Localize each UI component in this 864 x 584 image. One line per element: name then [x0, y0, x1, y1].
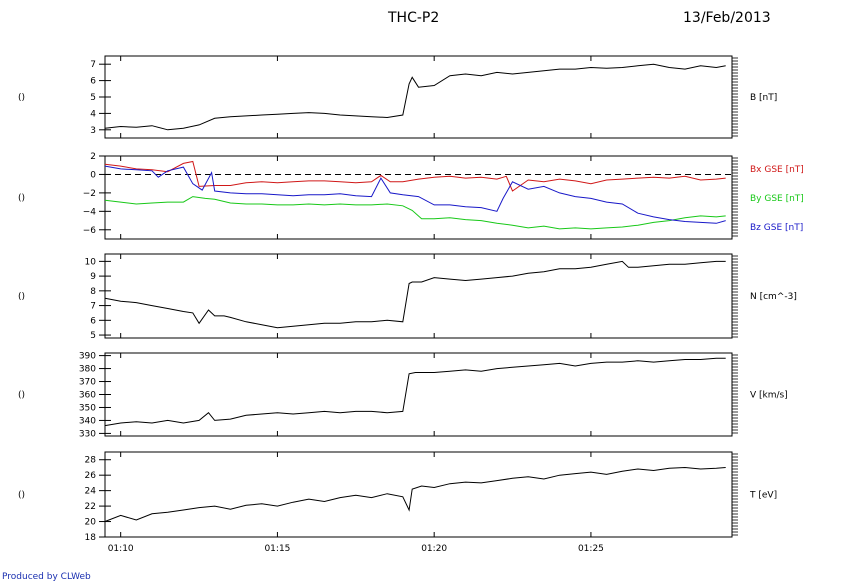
y-tick-label-1: 5: [90, 93, 96, 103]
legend-bz: Bz GSE [nT]: [750, 223, 803, 233]
y-tick-label-4: 390: [79, 352, 96, 362]
panel-frame-1: [104, 55, 733, 139]
left-axis-label-1: (): [18, 93, 25, 103]
y-tick-label-4: 350: [79, 403, 96, 413]
y-tick-label-1: 4: [90, 109, 96, 119]
series-line-bx: [104, 160, 726, 192]
legend-v: V [km/s]: [750, 391, 788, 401]
x-tick-label: 01:25: [578, 544, 604, 554]
x-tick-label: 01:10: [108, 544, 134, 554]
x-tick-label: 01:15: [264, 544, 290, 554]
y-tick-label-3: 8: [90, 287, 96, 297]
series-line-n: [104, 260, 726, 329]
y-tick-label-3: 7: [90, 302, 96, 312]
left-axis-label-5: (): [18, 491, 25, 501]
y-tick-label-5: 18: [85, 533, 97, 543]
left-axis-label-3: (): [18, 292, 25, 302]
x-tick-label: 01:20: [421, 544, 447, 554]
y-tick-label-1: 7: [90, 60, 96, 70]
series-line-bz: [104, 165, 726, 224]
y-tick-label-2: −2: [83, 189, 96, 199]
y-tick-label-4: 330: [79, 429, 96, 439]
legend-b: B [nT]: [750, 93, 777, 103]
panel-frame-4: [104, 352, 733, 437]
panel-frame-2: [104, 155, 733, 240]
y-tick-label-2: 0: [90, 170, 96, 180]
legend-n: N [cm^-3]: [750, 292, 797, 302]
y-tick-label-5: 20: [85, 518, 97, 528]
series-line-b: [104, 63, 726, 131]
y-tick-label-5: 22: [85, 502, 96, 512]
series-line-by: [104, 196, 726, 230]
y-tick-label-5: 26: [85, 471, 97, 481]
y-tick-label-2: −4: [83, 207, 97, 217]
panel-frame-5: [104, 451, 733, 538]
series-line-t: [104, 466, 726, 522]
y-tick-label-4: 380: [79, 365, 96, 375]
panel-frame-3: [104, 253, 733, 339]
left-axis-label-4: (): [18, 391, 25, 401]
y-tick-label-2: 2: [90, 152, 96, 162]
series-line-v: [104, 357, 726, 427]
y-tick-label-5: 24: [85, 487, 97, 497]
y-tick-label-4: 370: [79, 378, 96, 388]
y-tick-label-2: −6: [83, 226, 97, 236]
y-tick-label-3: 6: [90, 316, 96, 326]
y-tick-label-1: 6: [90, 77, 96, 87]
y-tick-label-5: 28: [85, 456, 97, 466]
legend-bx: Bx GSE [nT]: [750, 165, 804, 175]
legend-t: T [eV]: [749, 491, 777, 501]
footer-credit: Produced by CLWeb: [2, 572, 91, 582]
y-tick-label-4: 360: [79, 391, 96, 401]
y-tick-label-1: 3: [90, 126, 96, 136]
y-tick-label-3: 5: [90, 331, 96, 341]
legend-by: By GSE [nT]: [750, 194, 804, 204]
y-tick-label-3: 9: [90, 272, 96, 282]
y-tick-label-4: 340: [79, 416, 96, 426]
chart-title: THC-P2: [388, 10, 440, 26]
chart-date: 13/Feb/2013: [683, 10, 771, 26]
left-axis-label-2: (): [18, 194, 25, 204]
y-tick-label-3: 10: [85, 257, 97, 267]
